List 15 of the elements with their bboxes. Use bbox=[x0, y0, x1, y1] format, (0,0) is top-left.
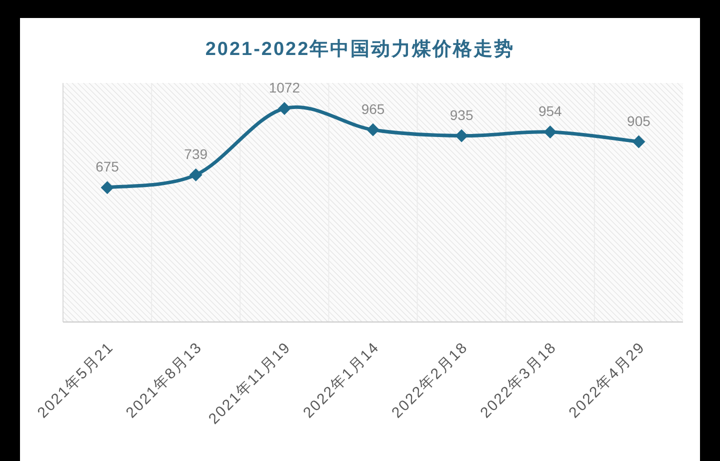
data-label: 1072 bbox=[268, 79, 300, 96]
point bbox=[278, 102, 291, 115]
point bbox=[100, 181, 114, 194]
data-label: 905 bbox=[627, 112, 651, 129]
chart-title: 2021-2022年中国动力煤价格走势 bbox=[205, 38, 515, 60]
point bbox=[455, 129, 468, 142]
point bbox=[366, 123, 380, 136]
point bbox=[189, 168, 202, 182]
point bbox=[632, 135, 646, 148]
data-label: 965 bbox=[361, 100, 385, 117]
data-label: 739 bbox=[184, 146, 208, 162]
data-label: 935 bbox=[450, 106, 474, 123]
data-label: 675 bbox=[96, 158, 120, 175]
point bbox=[544, 125, 557, 138]
data-label: 954 bbox=[538, 102, 562, 119]
